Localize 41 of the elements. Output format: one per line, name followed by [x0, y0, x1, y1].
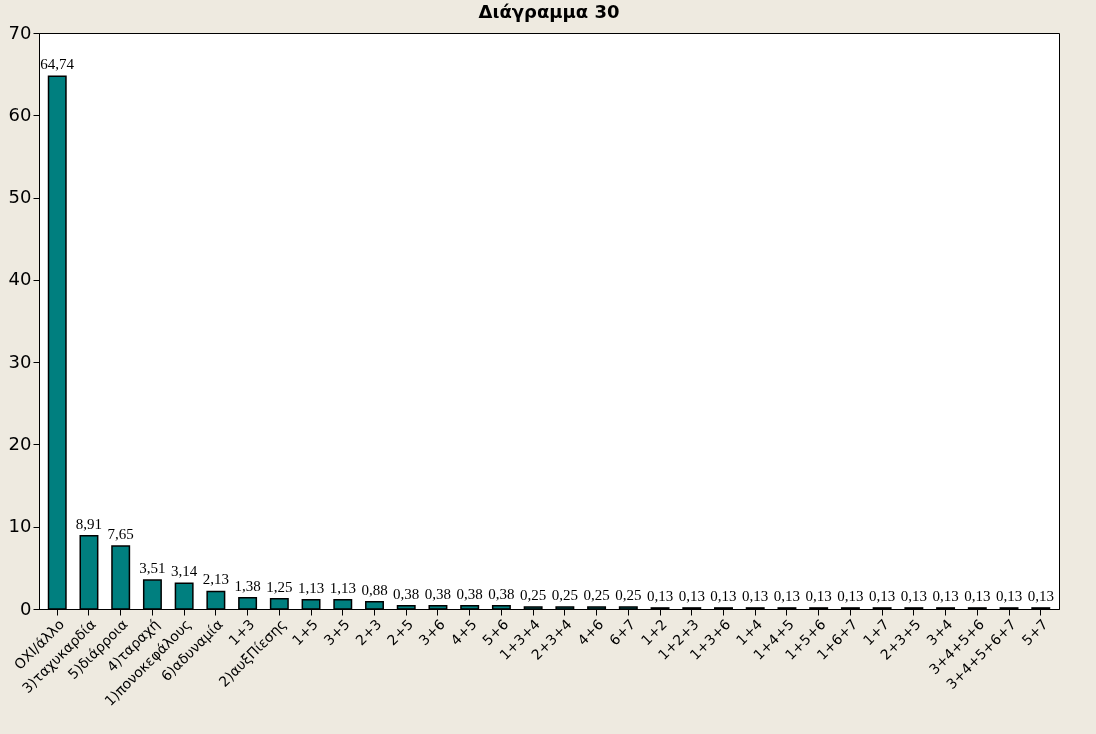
data-label: 0,38 [393, 585, 420, 602]
data-label: 1,13 [329, 579, 356, 596]
data-label: 1,25 [266, 578, 293, 595]
data-label: 0,38 [456, 585, 483, 602]
data-label: 0,25 [551, 586, 578, 603]
data-label: 64,74 [40, 56, 75, 73]
data-label: 0,13 [995, 587, 1023, 604]
data-label: 1,13 [297, 579, 325, 596]
data-label: 0,13 [710, 587, 737, 604]
data-label: 0,13 [678, 587, 705, 604]
data-label: 0,25 [583, 586, 610, 603]
data-label: 0,13 [805, 587, 832, 604]
data-label: 1,38 [234, 577, 261, 594]
data-label: 0,38 [424, 585, 452, 602]
y-tick-label: 30 [8, 350, 32, 372]
y-tick-label: 50 [8, 186, 32, 208]
data-label: 0,13 [837, 587, 864, 604]
data-label: 3,51 [139, 560, 166, 577]
data-label: 0,13 [742, 587, 769, 604]
data-label: 0,13 [1027, 587, 1054, 604]
y-tick-label: 60 [8, 103, 32, 125]
data-label: 0,13 [964, 587, 991, 604]
data-label: 0,13 [646, 587, 674, 604]
data-label: 7,65 [107, 526, 134, 543]
y-tick-label: 0 [20, 597, 32, 619]
data-label: 0,13 [869, 587, 896, 604]
y-tick-label: 40 [8, 268, 32, 290]
data-label: 0,25 [615, 586, 642, 603]
data-label: 0,13 [932, 587, 959, 604]
y-tick-label: 20 [8, 432, 32, 454]
data-label: 8,91 [75, 515, 103, 532]
data-label: 0,38 [488, 585, 515, 602]
data-label: 0,13 [900, 587, 927, 604]
data-label: 3,14 [171, 563, 198, 580]
y-tick-label: 70 [8, 21, 32, 43]
chart-title: Διάγραμμα 30 [478, 1, 620, 22]
data-label: 0,25 [520, 586, 547, 603]
data-label: 2,13 [202, 571, 229, 588]
data-label: 0,88 [361, 581, 388, 598]
data-label: 0,13 [773, 587, 801, 604]
y-tick-label: 10 [8, 515, 32, 537]
